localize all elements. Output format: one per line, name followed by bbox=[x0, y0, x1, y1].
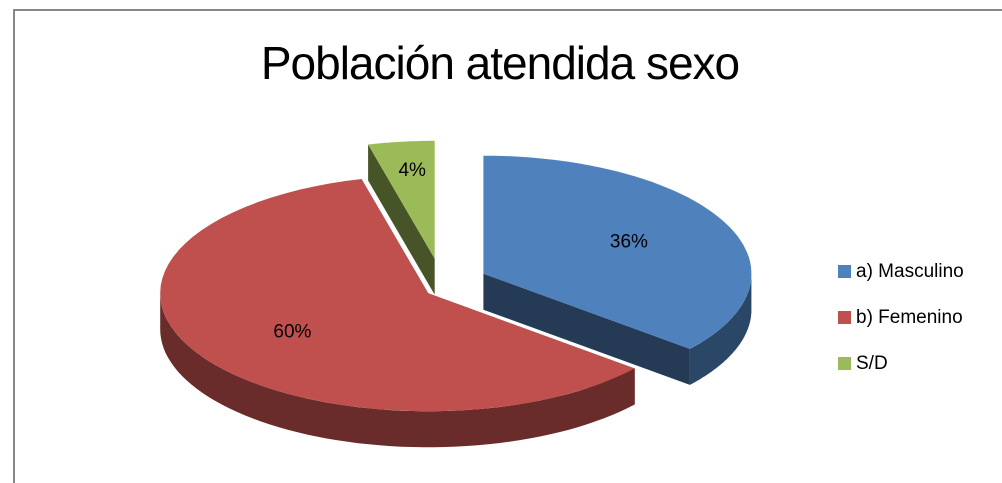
slice-wall bbox=[160, 293, 635, 448]
slice-side bbox=[483, 273, 690, 385]
slice-side bbox=[368, 144, 435, 295]
slice-wall bbox=[689, 273, 752, 385]
chart-frame bbox=[13, 9, 1002, 483]
data-label: 4% bbox=[398, 160, 426, 181]
chart-title: Población atendida sexo bbox=[260, 37, 740, 89]
data-label: 60% bbox=[273, 321, 311, 342]
legend-swatch bbox=[838, 357, 851, 370]
slice bbox=[483, 155, 752, 349]
data-label: 36% bbox=[610, 232, 648, 253]
slice bbox=[368, 140, 435, 259]
legend-swatch bbox=[838, 265, 851, 278]
legend-label: b) Femenino bbox=[856, 307, 963, 328]
legend-label: a) Masculino bbox=[856, 261, 964, 282]
slice bbox=[160, 179, 635, 412]
legend-label: S/D bbox=[856, 353, 888, 374]
legend-swatch bbox=[838, 311, 851, 324]
